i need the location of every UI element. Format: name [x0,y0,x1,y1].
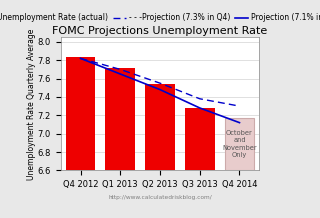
Y-axis label: Unemployment Rate Quarterly Average: Unemployment Rate Quarterly Average [27,28,36,179]
Text: http://www.calculatedriskblog.com/: http://www.calculatedriskblog.com/ [108,195,212,200]
Bar [105,68,135,170]
Bar [66,58,95,170]
Legend: Unemployment Rate (actual), - - -Projection (7.3% in Q4), Projection (7.1% in Q4: Unemployment Rate (actual), - - -Project… [0,12,320,24]
Bar [185,108,215,170]
Bar [145,84,175,170]
Title: FOMC Projections Unemployment Rate: FOMC Projections Unemployment Rate [52,27,268,36]
Bar [225,118,254,170]
Text: October
and
November
Only: October and November Only [222,130,257,158]
